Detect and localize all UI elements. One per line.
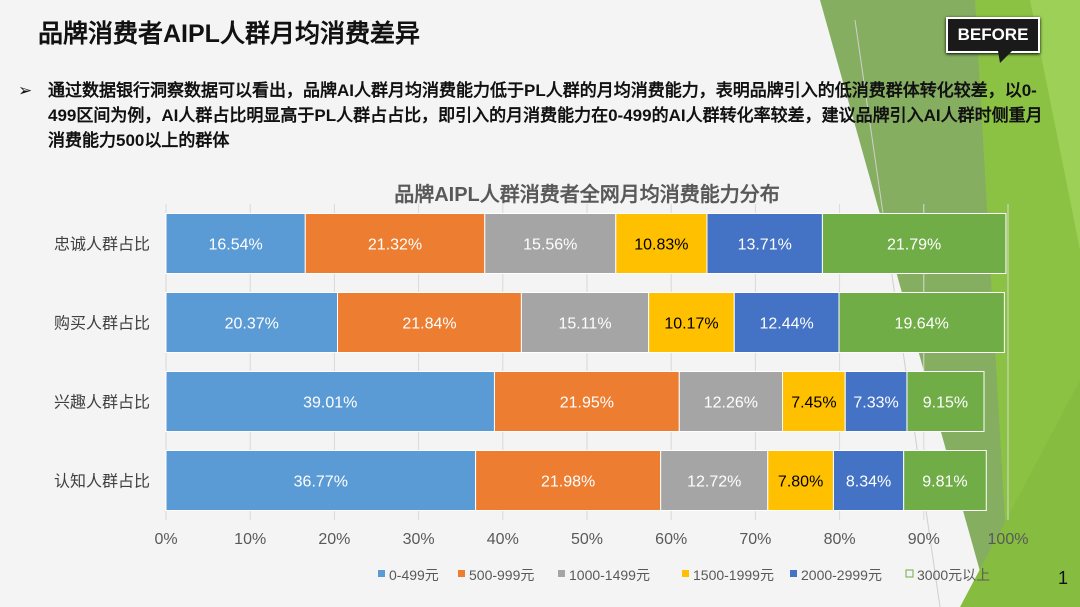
chart-title: 品牌AIPL人群消费者全网月均消费能力分布 <box>394 184 780 206</box>
data-label: 10.17% <box>664 316 718 333</box>
before-badge: BEFORE <box>946 17 1040 63</box>
data-label: 15.11% <box>558 316 611 333</box>
x-tick-label: 30% <box>403 531 435 548</box>
legend-swatch <box>790 570 797 577</box>
category-label: 忠诚人群占比 <box>54 236 150 254</box>
x-tick-label: 80% <box>824 531 856 548</box>
legend-label: 500-999元 <box>469 567 534 583</box>
data-label: 21.84% <box>402 316 456 333</box>
data-label: 10.83% <box>634 237 688 254</box>
bar-segment <box>906 371 985 432</box>
data-label: 36.77% <box>294 474 348 491</box>
x-tick-label: 40% <box>487 531 519 548</box>
bar-segment <box>165 450 477 511</box>
bar-segment <box>165 371 495 432</box>
bar-segment <box>821 213 1007 274</box>
data-label: 8.34% <box>846 474 891 491</box>
x-tick-label: 60% <box>655 531 687 548</box>
legend-swatch <box>378 570 385 577</box>
data-label: 15.56% <box>523 237 577 254</box>
page-number: 1 <box>1058 568 1069 588</box>
summary-bullet: ➢ 通过数据银行洞察数据可以看出，品牌AI人群月均消费能力低于PL人群的月均消费… <box>18 78 1058 153</box>
summary-text: 通过数据银行洞察数据可以看出，品牌AI人群月均消费能力低于PL人群的月均消费能力… <box>48 81 1043 150</box>
data-label: 21.32% <box>368 237 422 254</box>
bar-segment <box>165 292 339 353</box>
x-tick-label: 90% <box>908 531 940 548</box>
bar-segment <box>615 213 708 274</box>
legend-label: 3000元以上 <box>917 567 990 583</box>
bar-segment <box>475 450 662 511</box>
bar-segment <box>165 213 306 274</box>
category-label: 兴趣人群占比 <box>54 394 150 412</box>
data-label: 9.15% <box>923 395 968 412</box>
legend-label: 1500-1999元 <box>693 567 774 583</box>
data-label: 12.44% <box>760 316 814 333</box>
bar-segment <box>484 213 617 274</box>
data-label: 21.98% <box>541 474 595 491</box>
data-label: 12.72% <box>687 474 741 491</box>
data-label: 7.45% <box>791 395 836 412</box>
x-tick-label: 50% <box>571 531 603 548</box>
bar-segment <box>903 450 987 511</box>
bar-segment <box>304 213 486 274</box>
category-label: 认知人群占比 <box>54 473 150 491</box>
bar-segment <box>337 292 522 353</box>
data-label: 16.54% <box>209 237 263 254</box>
x-tick-label: 0% <box>154 531 177 548</box>
legend-label: 0-499元 <box>389 567 439 583</box>
bar-segment <box>678 371 784 432</box>
x-tick-label: 10% <box>234 531 266 548</box>
page-title: 品牌消费者AIPL人群月均消费差异 <box>38 20 420 48</box>
bar-segment <box>782 371 846 432</box>
data-label: 19.64% <box>895 316 949 333</box>
x-tick-label: 100% <box>988 531 1029 548</box>
bar-segment <box>493 371 680 432</box>
data-label: 21.95% <box>560 395 614 412</box>
bar-segment <box>706 213 823 274</box>
category-label: 购买人群占比 <box>54 315 150 333</box>
data-label: 9.81% <box>922 474 967 491</box>
bar-segment <box>838 292 1005 353</box>
bar-segment <box>832 450 905 511</box>
data-label: 20.37% <box>225 316 279 333</box>
x-tick-label: 70% <box>739 531 771 548</box>
bar-segment <box>648 292 735 353</box>
legend-label: 2000-2999元 <box>801 567 882 583</box>
bar-segment <box>520 292 650 353</box>
data-label: 7.80% <box>778 474 823 491</box>
legend-swatch <box>558 570 565 577</box>
bar-segment <box>767 450 834 511</box>
data-label: 13.71% <box>738 237 792 254</box>
arrow-bullet-icon: ➢ <box>18 81 33 100</box>
legend-swatch <box>458 570 465 577</box>
data-label: 39.01% <box>303 395 357 412</box>
legend-swatch <box>905 569 914 578</box>
legend-swatch <box>682 570 689 577</box>
x-tick-label: 20% <box>318 531 350 548</box>
data-label: 12.26% <box>704 395 758 412</box>
data-label: 7.33% <box>853 395 898 412</box>
legend-label: 1000-1499元 <box>569 567 650 583</box>
data-label: 21.79% <box>887 237 941 254</box>
